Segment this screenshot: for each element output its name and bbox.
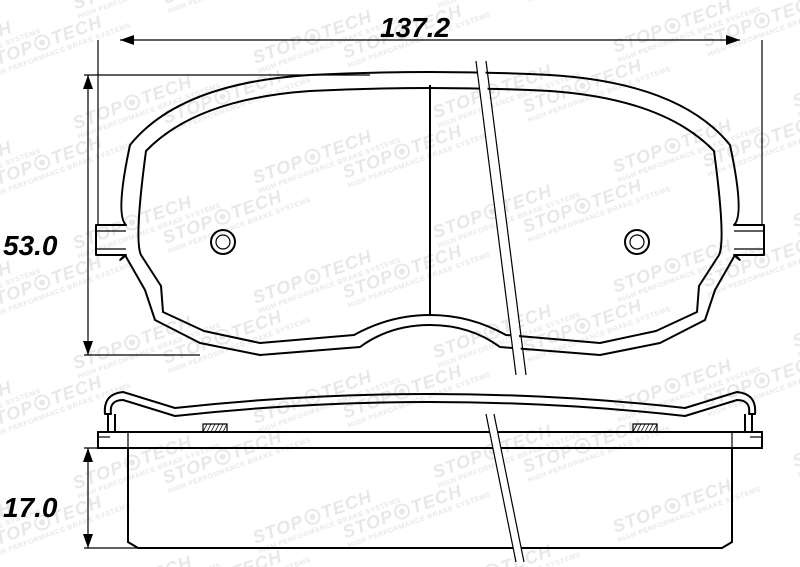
technical-drawing	[0, 0, 800, 567]
diagram-canvas: STOPTECHHIGH PERFORMANCE BRAKE SYSTEMSST…	[0, 0, 800, 567]
dim-width-label: 137.2	[380, 12, 450, 44]
dim-height-label: 53.0	[3, 230, 58, 262]
dim-thick-label: 17.0	[3, 492, 58, 524]
